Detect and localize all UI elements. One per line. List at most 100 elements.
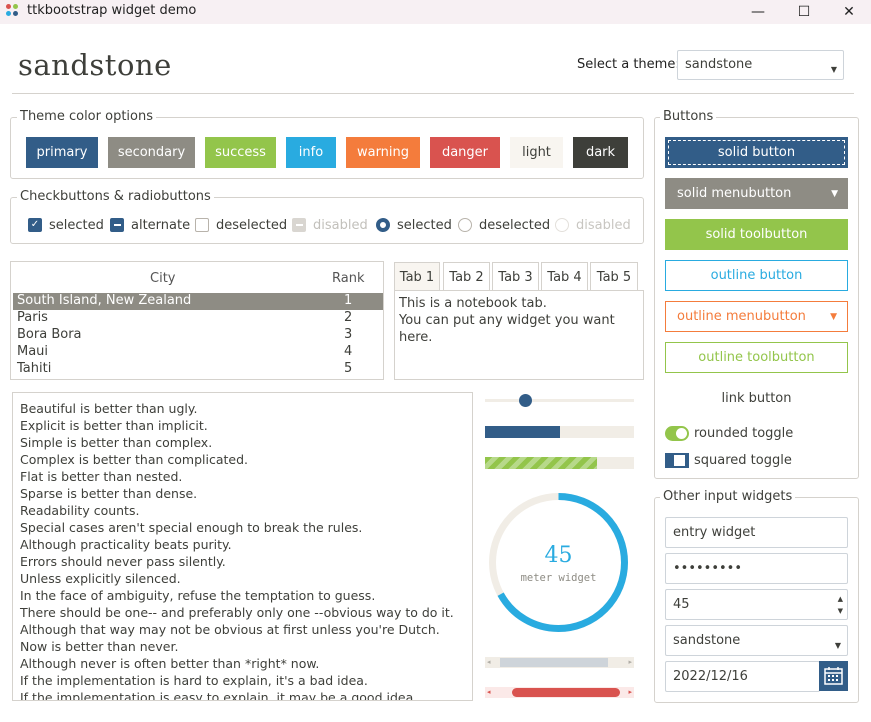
theme-select-label: Select a theme: — [577, 57, 680, 72]
radio-deselected[interactable]: deselected — [458, 217, 550, 233]
solid-menubutton[interactable]: solid menubutton ▼ — [665, 178, 848, 209]
radio-disabled: disabled — [555, 217, 631, 233]
notebook-line: This is a notebook tab. — [399, 296, 547, 311]
toggle-on-icon — [665, 425, 689, 441]
chevron-down-icon: ▼ — [831, 188, 838, 199]
chevron-down-icon: ▼ — [830, 311, 837, 322]
secondary-button[interactable]: secondary — [108, 137, 195, 168]
striped-progress-fill — [485, 457, 597, 469]
entry-field[interactable]: entry widget — [665, 517, 848, 548]
radio-selected[interactable]: selected — [376, 217, 452, 233]
rank-cell: 2 — [344, 310, 353, 325]
chevron-left-icon[interactable]: ◂ — [487, 688, 491, 696]
radio-label: disabled — [576, 217, 631, 233]
tab-3[interactable]: Tab 3 — [492, 262, 539, 291]
combobox-value: sandstone — [673, 633, 741, 648]
outline-menubutton[interactable]: outline menubutton ▼ — [665, 301, 848, 332]
theme-select[interactable]: sandstone ▼ — [677, 50, 844, 80]
inputs-title: Other input widgets — [660, 489, 796, 505]
dark-button[interactable]: dark — [573, 137, 628, 168]
scale-handle[interactable] — [518, 394, 532, 407]
color-options-title: Theme color options — [17, 109, 156, 125]
city-table[interactable]: City Rank South Island, New Zealand 1 Pa… — [10, 261, 384, 380]
chevron-down-icon: ▼ — [834, 641, 841, 650]
danger-button[interactable]: danger — [430, 137, 500, 168]
checkbox-alternate[interactable]: alternate — [110, 217, 190, 233]
scrollbar-thumb[interactable] — [512, 688, 621, 697]
password-field[interactable]: ••••••••• — [665, 553, 848, 584]
radio-on-icon — [376, 218, 390, 232]
scale-track[interactable] — [485, 399, 634, 402]
checkbox-label: alternate — [131, 217, 191, 233]
tab-2[interactable]: Tab 2 — [443, 262, 490, 291]
maximize-icon[interactable]: ☐ — [797, 4, 811, 20]
link-button[interactable]: link button — [721, 391, 792, 406]
chevron-right-icon[interactable]: ▸ — [628, 658, 632, 666]
toggle-on-icon — [665, 452, 689, 468]
column-header-rank[interactable]: Rank — [332, 271, 365, 286]
outline-button[interactable]: outline button — [665, 260, 848, 291]
table-row[interactable]: South Island, New Zealand 1 — [13, 293, 383, 310]
chevron-up-icon[interactable]: ▲ — [837, 595, 843, 603]
column-header-city[interactable]: City — [150, 271, 176, 286]
warning-button[interactable]: warning — [346, 137, 420, 168]
tab-5[interactable]: Tab 5 — [590, 262, 638, 291]
solid-menubutton-label: solid menubutton — [677, 186, 792, 201]
chevron-down-icon[interactable]: ▼ — [837, 607, 843, 615]
checkbox-selected[interactable]: ✓ selected — [28, 217, 104, 233]
table-row[interactable]: Maui 4 — [13, 344, 383, 361]
solid-button[interactable]: solid button — [665, 137, 848, 168]
checkbox-label: selected — [49, 217, 104, 233]
checks-frame: Checkbuttons & radiobuttons — [10, 189, 644, 244]
outline-toolbutton[interactable]: outline toolbutton — [665, 342, 848, 373]
toggle-label: squared toggle — [694, 452, 792, 468]
tab-1[interactable]: Tab 1 — [394, 262, 440, 291]
progress-bar — [485, 426, 634, 438]
city-cell: Paris — [17, 310, 48, 325]
calendar-button[interactable] — [819, 661, 848, 691]
notebook-content: This is a notebook tab. You can put any … — [394, 290, 644, 380]
light-button[interactable]: light — [510, 137, 563, 168]
buttons-frame: Buttons — [654, 109, 859, 479]
checkbox-deselected[interactable]: deselected — [195, 217, 287, 233]
checkbox-label: disabled — [313, 217, 368, 233]
solid-toolbutton[interactable]: solid toolbutton — [665, 219, 848, 250]
city-cell: South Island, New Zealand — [17, 293, 192, 308]
table-row[interactable]: Tahiti 5 — [13, 361, 383, 378]
minimize-icon[interactable]: — — [751, 4, 765, 20]
checkbox-label: deselected — [216, 217, 288, 233]
progress-fill — [485, 426, 560, 438]
success-button[interactable]: success — [205, 137, 276, 168]
chevron-left-icon[interactable]: ◂ — [487, 658, 491, 666]
info-button[interactable]: info — [286, 137, 336, 168]
combobox[interactable]: sandstone ▼ — [665, 625, 848, 656]
zen-text-area[interactable]: Beautiful is better than ugly. Explicit … — [12, 392, 473, 701]
buttons-title: Buttons — [660, 109, 717, 125]
spinbox-value: 45 — [673, 597, 690, 612]
tab-4[interactable]: Tab 4 — [541, 262, 588, 291]
table-header: City Rank — [11, 262, 383, 292]
minus-icon — [292, 218, 306, 232]
radio-off-icon — [458, 218, 472, 232]
app-icon — [6, 4, 20, 18]
scrollbar-thumb[interactable] — [499, 658, 608, 667]
rank-cell: 3 — [344, 327, 353, 342]
checkbox-empty-icon — [195, 218, 209, 232]
date-field[interactable]: 2022/12/16 — [665, 661, 820, 692]
table-row[interactable]: Paris 2 — [13, 310, 383, 327]
close-icon[interactable]: ✕ — [843, 4, 855, 20]
rounded-toggle[interactable]: rounded toggle — [665, 425, 793, 441]
danger-scrollbar[interactable]: ◂ ▸ — [485, 687, 634, 698]
chevron-right-icon[interactable]: ▸ — [628, 688, 632, 696]
horizontal-scrollbar[interactable]: ◂ ▸ — [485, 657, 634, 668]
spinbox[interactable]: 45 ▲ ▼ — [665, 589, 848, 620]
squared-toggle[interactable]: squared toggle — [665, 452, 792, 468]
chevron-down-icon: ▼ — [830, 65, 837, 74]
header-divider — [12, 93, 854, 94]
radio-label: selected — [397, 217, 452, 233]
meter-widget[interactable]: 45 meter widget — [486, 490, 631, 635]
primary-button[interactable]: primary — [26, 137, 98, 168]
inputs-frame: Other input widgets — [654, 489, 859, 703]
rank-cell: 1 — [344, 293, 353, 308]
table-row[interactable]: Bora Bora 3 — [13, 327, 383, 344]
